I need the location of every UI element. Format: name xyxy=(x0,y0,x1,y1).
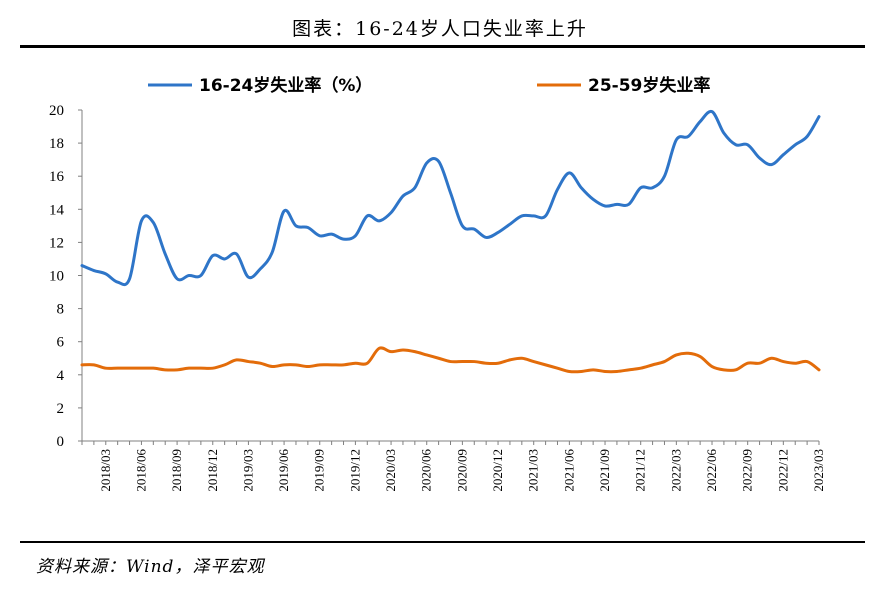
x-tick-label: 2023/03 xyxy=(811,449,826,492)
x-tick-label: 2020/06 xyxy=(419,449,434,492)
y-tick-label: 20 xyxy=(49,103,64,119)
x-tick-label: 2020/12 xyxy=(490,449,505,492)
x-tick-label: 2020/09 xyxy=(454,449,469,492)
bottom-rule xyxy=(20,541,865,543)
x-tick-label: 2022/09 xyxy=(740,449,755,492)
x-tick-label: 2018/03 xyxy=(98,449,113,492)
y-tick-label: 10 xyxy=(49,269,64,285)
series-line-adult-unemployment xyxy=(80,346,821,374)
plot-area xyxy=(80,109,821,374)
y-tick-label: 8 xyxy=(57,302,65,318)
y-tick-label: 6 xyxy=(57,335,65,351)
x-tick-label: 2022/12 xyxy=(775,449,790,492)
y-tick-label: 4 xyxy=(57,368,65,384)
series-line-youth-unemployment xyxy=(80,109,821,287)
legend: 16-24岁失业率（%） 25-59岁失业率 xyxy=(148,75,710,96)
x-tick-label: 2019/09 xyxy=(312,449,327,492)
y-tick-label: 18 xyxy=(49,136,64,152)
legend-label-adult: 25-59岁失业率 xyxy=(588,75,710,96)
x-tick-label: 2019/12 xyxy=(347,449,362,492)
x-tick-label: 2021/12 xyxy=(633,449,648,492)
x-tick-label: 2021/09 xyxy=(597,449,612,492)
x-tick-label: 2018/06 xyxy=(133,449,148,492)
x-tick-label: 2021/06 xyxy=(561,449,576,492)
chart-title: 图表：16-24岁人口失业率上升 xyxy=(292,18,588,40)
x-tick-label: 2018/09 xyxy=(169,449,184,492)
top-rule xyxy=(20,45,865,48)
y-tick-label: 0 xyxy=(57,434,65,450)
x-tick-label: 2022/06 xyxy=(704,449,719,492)
x-tick-label: 2021/03 xyxy=(526,449,541,492)
y-tick-label: 14 xyxy=(49,202,65,218)
y-tick-label: 16 xyxy=(49,169,65,185)
y-tick-label: 2 xyxy=(57,401,65,417)
x-tick-label: 2020/03 xyxy=(383,449,398,492)
axes: 0 2 4 6 8 10 12 14 16 18 20 2018/03 2018/06 2018/09 20… xyxy=(49,103,826,492)
x-tick-label: 2019/03 xyxy=(240,449,255,492)
y-tick-label: 12 xyxy=(49,235,64,251)
legend-label-youth: 16-24岁失业率（%） xyxy=(199,75,372,96)
source-note: 资料来源：Wind，泽平宏观 xyxy=(36,557,265,577)
x-tick-label: 2018/12 xyxy=(205,449,220,492)
x-tick-label: 2019/06 xyxy=(276,449,291,492)
x-tick-label: 2022/03 xyxy=(668,449,683,492)
